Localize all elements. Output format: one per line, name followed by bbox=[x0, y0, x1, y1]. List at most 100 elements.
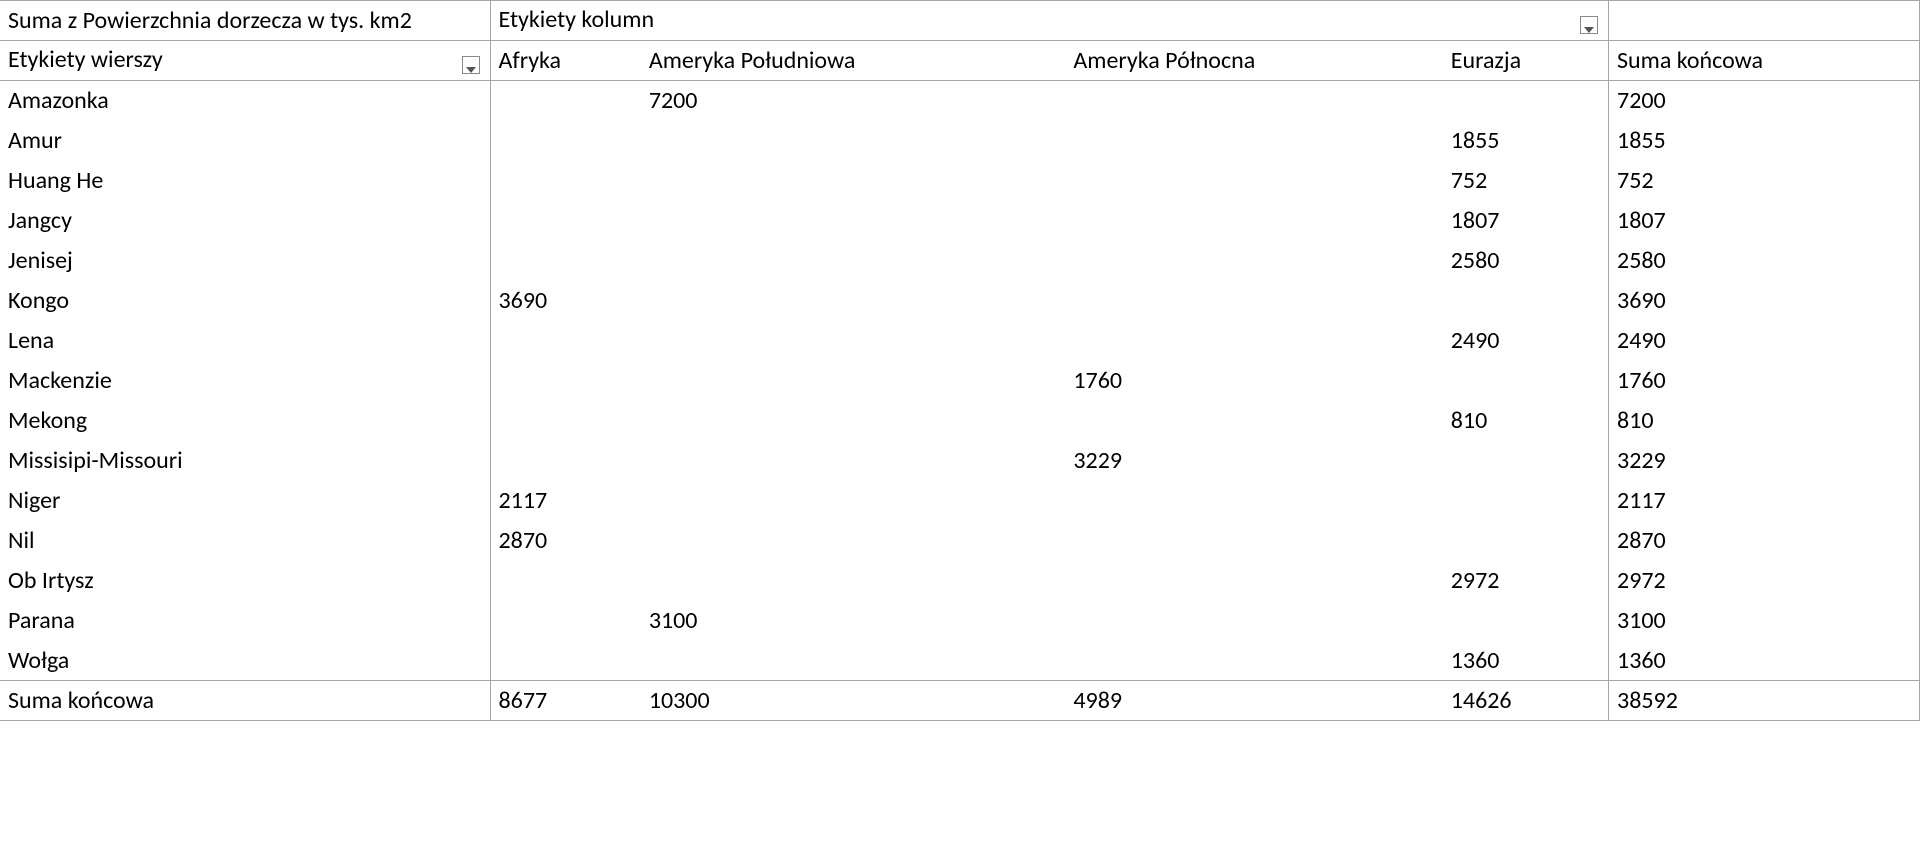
pivot-cell[interactable]: 3690 bbox=[490, 281, 641, 321]
pivot-row-label[interactable]: Jangcy bbox=[0, 201, 490, 241]
pivot-cell[interactable] bbox=[641, 201, 1066, 241]
pivot-cell[interactable]: 1807 bbox=[1443, 201, 1609, 241]
pivot-cell[interactable]: 3100 bbox=[641, 601, 1066, 641]
pivot-cell[interactable] bbox=[1065, 161, 1442, 201]
pivot-cell[interactable] bbox=[490, 601, 641, 641]
pivot-cell[interactable] bbox=[1065, 641, 1442, 681]
pivot-col-header[interactable]: Ameryka Północna bbox=[1065, 41, 1442, 81]
pivot-row-total[interactable]: 2972 bbox=[1609, 561, 1920, 601]
pivot-col-header[interactable]: Afryka bbox=[490, 41, 641, 81]
pivot-row-label[interactable]: Niger bbox=[0, 481, 490, 521]
pivot-cell[interactable] bbox=[490, 321, 641, 361]
pivot-col-total[interactable]: 14626 bbox=[1443, 681, 1609, 721]
pivot-cell[interactable] bbox=[490, 81, 641, 121]
pivot-row-total[interactable]: 1760 bbox=[1609, 361, 1920, 401]
pivot-cell[interactable] bbox=[490, 641, 641, 681]
pivot-row-total[interactable]: 3100 bbox=[1609, 601, 1920, 641]
pivot-row-label[interactable]: Parana bbox=[0, 601, 490, 641]
pivot-cell[interactable]: 2490 bbox=[1443, 321, 1609, 361]
pivot-cell[interactable] bbox=[641, 161, 1066, 201]
pivot-cell[interactable] bbox=[1065, 241, 1442, 281]
pivot-row-label[interactable]: Ob Irtysz bbox=[0, 561, 490, 601]
pivot-row-label[interactable]: Amazonka bbox=[0, 81, 490, 121]
pivot-cell[interactable]: 2870 bbox=[490, 521, 641, 561]
pivot-cell[interactable]: 2117 bbox=[490, 481, 641, 521]
pivot-row-label[interactable]: Nil bbox=[0, 521, 490, 561]
pivot-cell[interactable] bbox=[1443, 81, 1609, 121]
pivot-cell[interactable] bbox=[1065, 201, 1442, 241]
pivot-cell[interactable] bbox=[641, 641, 1066, 681]
pivot-cell[interactable] bbox=[1065, 601, 1442, 641]
pivot-cell[interactable] bbox=[490, 441, 641, 481]
pivot-cell[interactable] bbox=[490, 561, 641, 601]
pivot-cell[interactable] bbox=[1065, 121, 1442, 161]
pivot-row-label[interactable]: Mekong bbox=[0, 401, 490, 441]
pivot-cell[interactable]: 3229 bbox=[1065, 441, 1442, 481]
pivot-cell[interactable]: 1760 bbox=[1065, 361, 1442, 401]
pivot-row-total[interactable]: 7200 bbox=[1609, 81, 1920, 121]
pivot-row-label[interactable]: Kongo bbox=[0, 281, 490, 321]
row-filter-button[interactable] bbox=[462, 56, 480, 74]
pivot-cell[interactable]: 2580 bbox=[1443, 241, 1609, 281]
pivot-cell[interactable]: 810 bbox=[1443, 401, 1609, 441]
pivot-cell[interactable]: 7200 bbox=[641, 81, 1066, 121]
column-filter-button[interactable] bbox=[1580, 16, 1598, 34]
pivot-cell[interactable] bbox=[1443, 521, 1609, 561]
pivot-row-total[interactable]: 2870 bbox=[1609, 521, 1920, 561]
pivot-row-label[interactable]: Missisipi-Missouri bbox=[0, 441, 490, 481]
pivot-cell[interactable] bbox=[1443, 281, 1609, 321]
pivot-row-total[interactable]: 810 bbox=[1609, 401, 1920, 441]
pivot-row-total[interactable]: 752 bbox=[1609, 161, 1920, 201]
pivot-cell[interactable] bbox=[1443, 481, 1609, 521]
pivot-cell[interactable] bbox=[1065, 321, 1442, 361]
pivot-cell[interactable] bbox=[1065, 81, 1442, 121]
pivot-cell[interactable] bbox=[1065, 281, 1442, 321]
pivot-cell[interactable] bbox=[490, 401, 641, 441]
pivot-row-label[interactable]: Wołga bbox=[0, 641, 490, 681]
pivot-cell[interactable]: 1855 bbox=[1443, 121, 1609, 161]
pivot-row-total[interactable]: 3229 bbox=[1609, 441, 1920, 481]
pivot-grand-total[interactable]: 38592 bbox=[1609, 681, 1920, 721]
pivot-row-total[interactable]: 1807 bbox=[1609, 201, 1920, 241]
pivot-cell[interactable] bbox=[490, 201, 641, 241]
pivot-col-total[interactable]: 10300 bbox=[641, 681, 1066, 721]
pivot-row-label[interactable]: Jenisej bbox=[0, 241, 490, 281]
pivot-cell[interactable] bbox=[1443, 441, 1609, 481]
pivot-row-label[interactable]: Mackenzie bbox=[0, 361, 490, 401]
pivot-col-header[interactable]: Eurazja bbox=[1443, 41, 1609, 81]
pivot-cell[interactable] bbox=[641, 241, 1066, 281]
pivot-col-total[interactable]: 4989 bbox=[1065, 681, 1442, 721]
pivot-cell[interactable] bbox=[1065, 561, 1442, 601]
pivot-cell[interactable] bbox=[641, 121, 1066, 161]
pivot-cell[interactable]: 2972 bbox=[1443, 561, 1609, 601]
pivot-col-total[interactable]: 8677 bbox=[490, 681, 641, 721]
pivot-row-label[interactable]: Huang He bbox=[0, 161, 490, 201]
pivot-cell[interactable] bbox=[641, 401, 1066, 441]
pivot-cell[interactable] bbox=[1443, 361, 1609, 401]
pivot-row-total[interactable]: 1360 bbox=[1609, 641, 1920, 681]
pivot-row-label[interactable]: Amur bbox=[0, 121, 490, 161]
pivot-cell[interactable] bbox=[490, 361, 641, 401]
pivot-cell[interactable] bbox=[1443, 601, 1609, 641]
pivot-cell[interactable] bbox=[641, 521, 1066, 561]
pivot-cell[interactable] bbox=[490, 161, 641, 201]
pivot-cell[interactable] bbox=[641, 361, 1066, 401]
pivot-cell[interactable] bbox=[490, 121, 641, 161]
pivot-cell[interactable]: 752 bbox=[1443, 161, 1609, 201]
pivot-row-label[interactable]: Lena bbox=[0, 321, 490, 361]
pivot-cell[interactable] bbox=[641, 281, 1066, 321]
pivot-cell[interactable] bbox=[641, 481, 1066, 521]
pivot-row-total[interactable]: 2490 bbox=[1609, 321, 1920, 361]
pivot-cell[interactable] bbox=[1065, 401, 1442, 441]
pivot-cell[interactable] bbox=[641, 561, 1066, 601]
pivot-cell[interactable] bbox=[641, 441, 1066, 481]
pivot-row-total[interactable]: 3690 bbox=[1609, 281, 1920, 321]
pivot-cell[interactable] bbox=[1065, 521, 1442, 561]
pivot-col-header[interactable]: Ameryka Południowa bbox=[641, 41, 1066, 81]
pivot-cell[interactable] bbox=[1065, 481, 1442, 521]
pivot-cell[interactable]: 1360 bbox=[1443, 641, 1609, 681]
pivot-cell[interactable] bbox=[490, 241, 641, 281]
pivot-row-total[interactable]: 2580 bbox=[1609, 241, 1920, 281]
pivot-row-total[interactable]: 1855 bbox=[1609, 121, 1920, 161]
pivot-cell[interactable] bbox=[641, 321, 1066, 361]
